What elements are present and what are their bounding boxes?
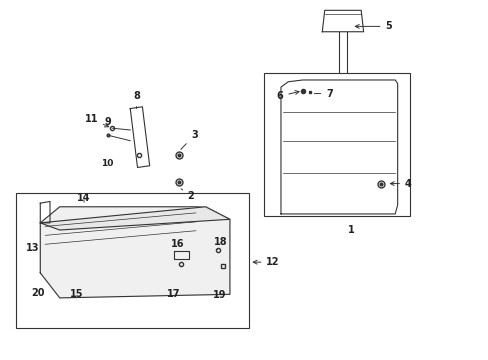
Text: 14: 14 bbox=[77, 193, 91, 203]
Text: 6: 6 bbox=[276, 91, 299, 101]
Polygon shape bbox=[40, 207, 229, 230]
Text: 7: 7 bbox=[314, 89, 332, 99]
Text: 17: 17 bbox=[167, 289, 181, 299]
Text: 9: 9 bbox=[105, 117, 111, 127]
Text: 12: 12 bbox=[253, 257, 279, 267]
Text: 2: 2 bbox=[181, 189, 194, 201]
Text: 5: 5 bbox=[355, 21, 391, 31]
Text: 18: 18 bbox=[214, 237, 227, 249]
Text: 3: 3 bbox=[181, 130, 197, 149]
Bar bbox=[264, 73, 409, 216]
Bar bbox=[16, 193, 249, 328]
Text: 8: 8 bbox=[133, 91, 140, 109]
Text: 11: 11 bbox=[84, 114, 108, 127]
Polygon shape bbox=[40, 207, 229, 298]
Text: 13: 13 bbox=[26, 243, 40, 253]
Text: 19: 19 bbox=[212, 290, 225, 300]
Text: 1: 1 bbox=[347, 225, 354, 235]
Text: 15: 15 bbox=[70, 289, 83, 299]
Text: 16: 16 bbox=[170, 239, 184, 251]
Text: 4: 4 bbox=[389, 179, 411, 189]
Text: 10: 10 bbox=[101, 159, 113, 168]
Text: 20: 20 bbox=[31, 288, 44, 297]
